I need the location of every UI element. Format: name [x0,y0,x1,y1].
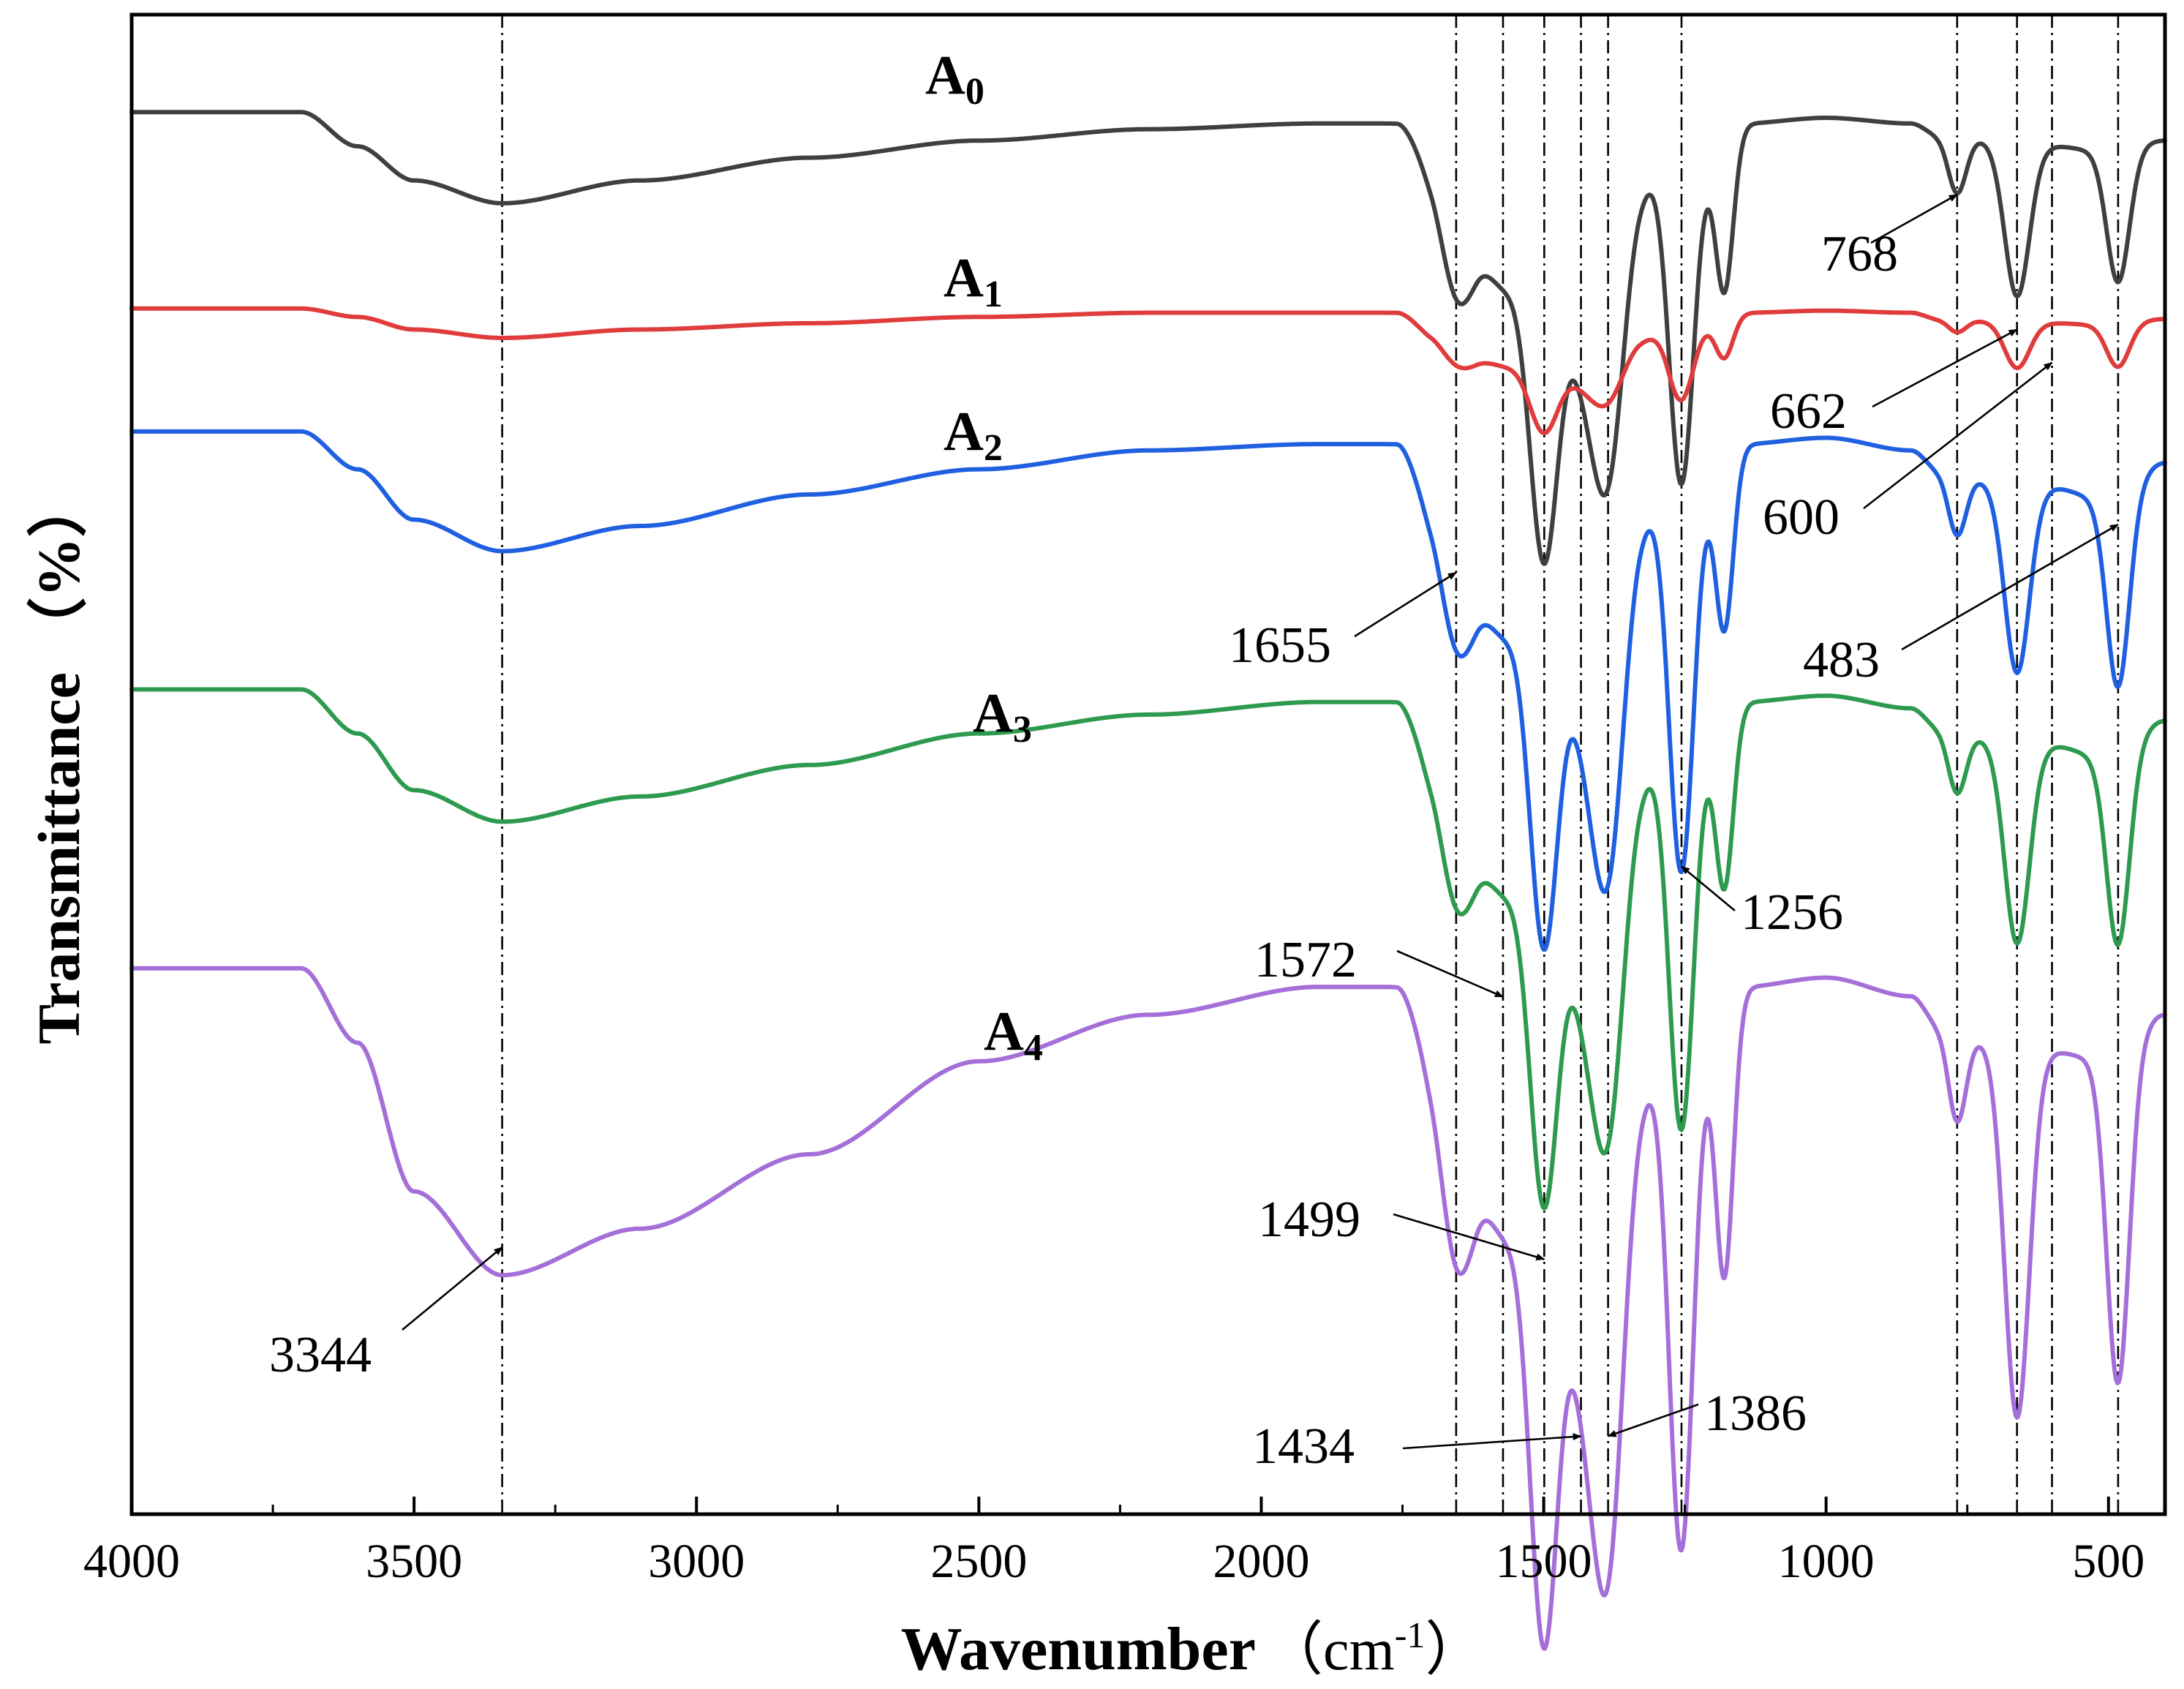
annotation-arrow [1681,865,1736,912]
series-label-a0: A0 [925,45,984,113]
annotation-label: 3344 [269,1327,372,1383]
series-label-a1: A1 [944,247,1003,315]
spectrum-line-a4 [129,966,2167,1651]
spectrum-line-a3 [129,687,2167,1211]
annotation-label: 1655 [1229,617,1331,674]
annotation-arrow [1870,193,1958,244]
x-tick-label: 2000 [1213,1535,1309,1588]
annotation-arrow [1901,523,2119,651]
annotation-arrow [1863,361,2053,510]
annotation-arrow [1607,1403,1699,1437]
annotation-arrow [1354,571,1457,638]
annotation-arrow [402,1246,503,1331]
series-label-a3: A3 [973,682,1032,751]
x-axis-title: Wavenumber （cm-1） [901,1614,1484,1683]
x-tick-label: 500 [2072,1535,2145,1588]
x-tick-label: 2500 [930,1535,1027,1588]
annotation-arrow [1872,328,2018,408]
annotation-label: 1256 [1741,884,1843,941]
spectrum-line-a2 [129,429,2167,952]
annotation-label: 483 [1803,632,1880,688]
annotation-arrow [1396,949,1504,998]
annotation-label: 1572 [1254,932,1357,988]
y-axis-title: Transmittance （%） [26,477,92,1044]
x-tick-label: 4000 [83,1535,180,1588]
x-axis-ticks: 4000 3500 3000 2500 2000 1500 1000 500 [83,1497,2145,1588]
x-tick-label: 1500 [1496,1535,1592,1588]
spectrum-line-a0 [129,110,2167,566]
annotation-label: 1499 [1258,1192,1360,1248]
annotation-arrow [1402,1433,1582,1450]
annotation-label: 662 [1770,383,1847,440]
plot-frame [129,12,2167,1516]
series-label-a2: A2 [944,401,1003,469]
annotation-label: 768 [1821,226,1898,282]
annotation-arrow [1393,1213,1545,1261]
axes: 4000 3500 3000 2500 2000 1500 1000 500 [83,12,2167,1588]
annotations: 768 662 600 1655 483 1256 1572 1499 3344 1434 1386 [269,193,2119,1475]
spectra: A0 A1 A2 A3 A4 [129,45,2167,1651]
x-tick-label: 3500 [366,1535,462,1588]
spectrum-line-a1 [129,306,2167,435]
annotation-label: 600 [1763,489,1840,546]
series-label-a4: A4 [984,1001,1043,1069]
x-tick-label: 1000 [1778,1535,1875,1588]
annotation-label: 1434 [1252,1418,1355,1475]
x-tick-label: 3000 [648,1535,745,1588]
annotation-label: 1386 [1704,1385,1807,1442]
